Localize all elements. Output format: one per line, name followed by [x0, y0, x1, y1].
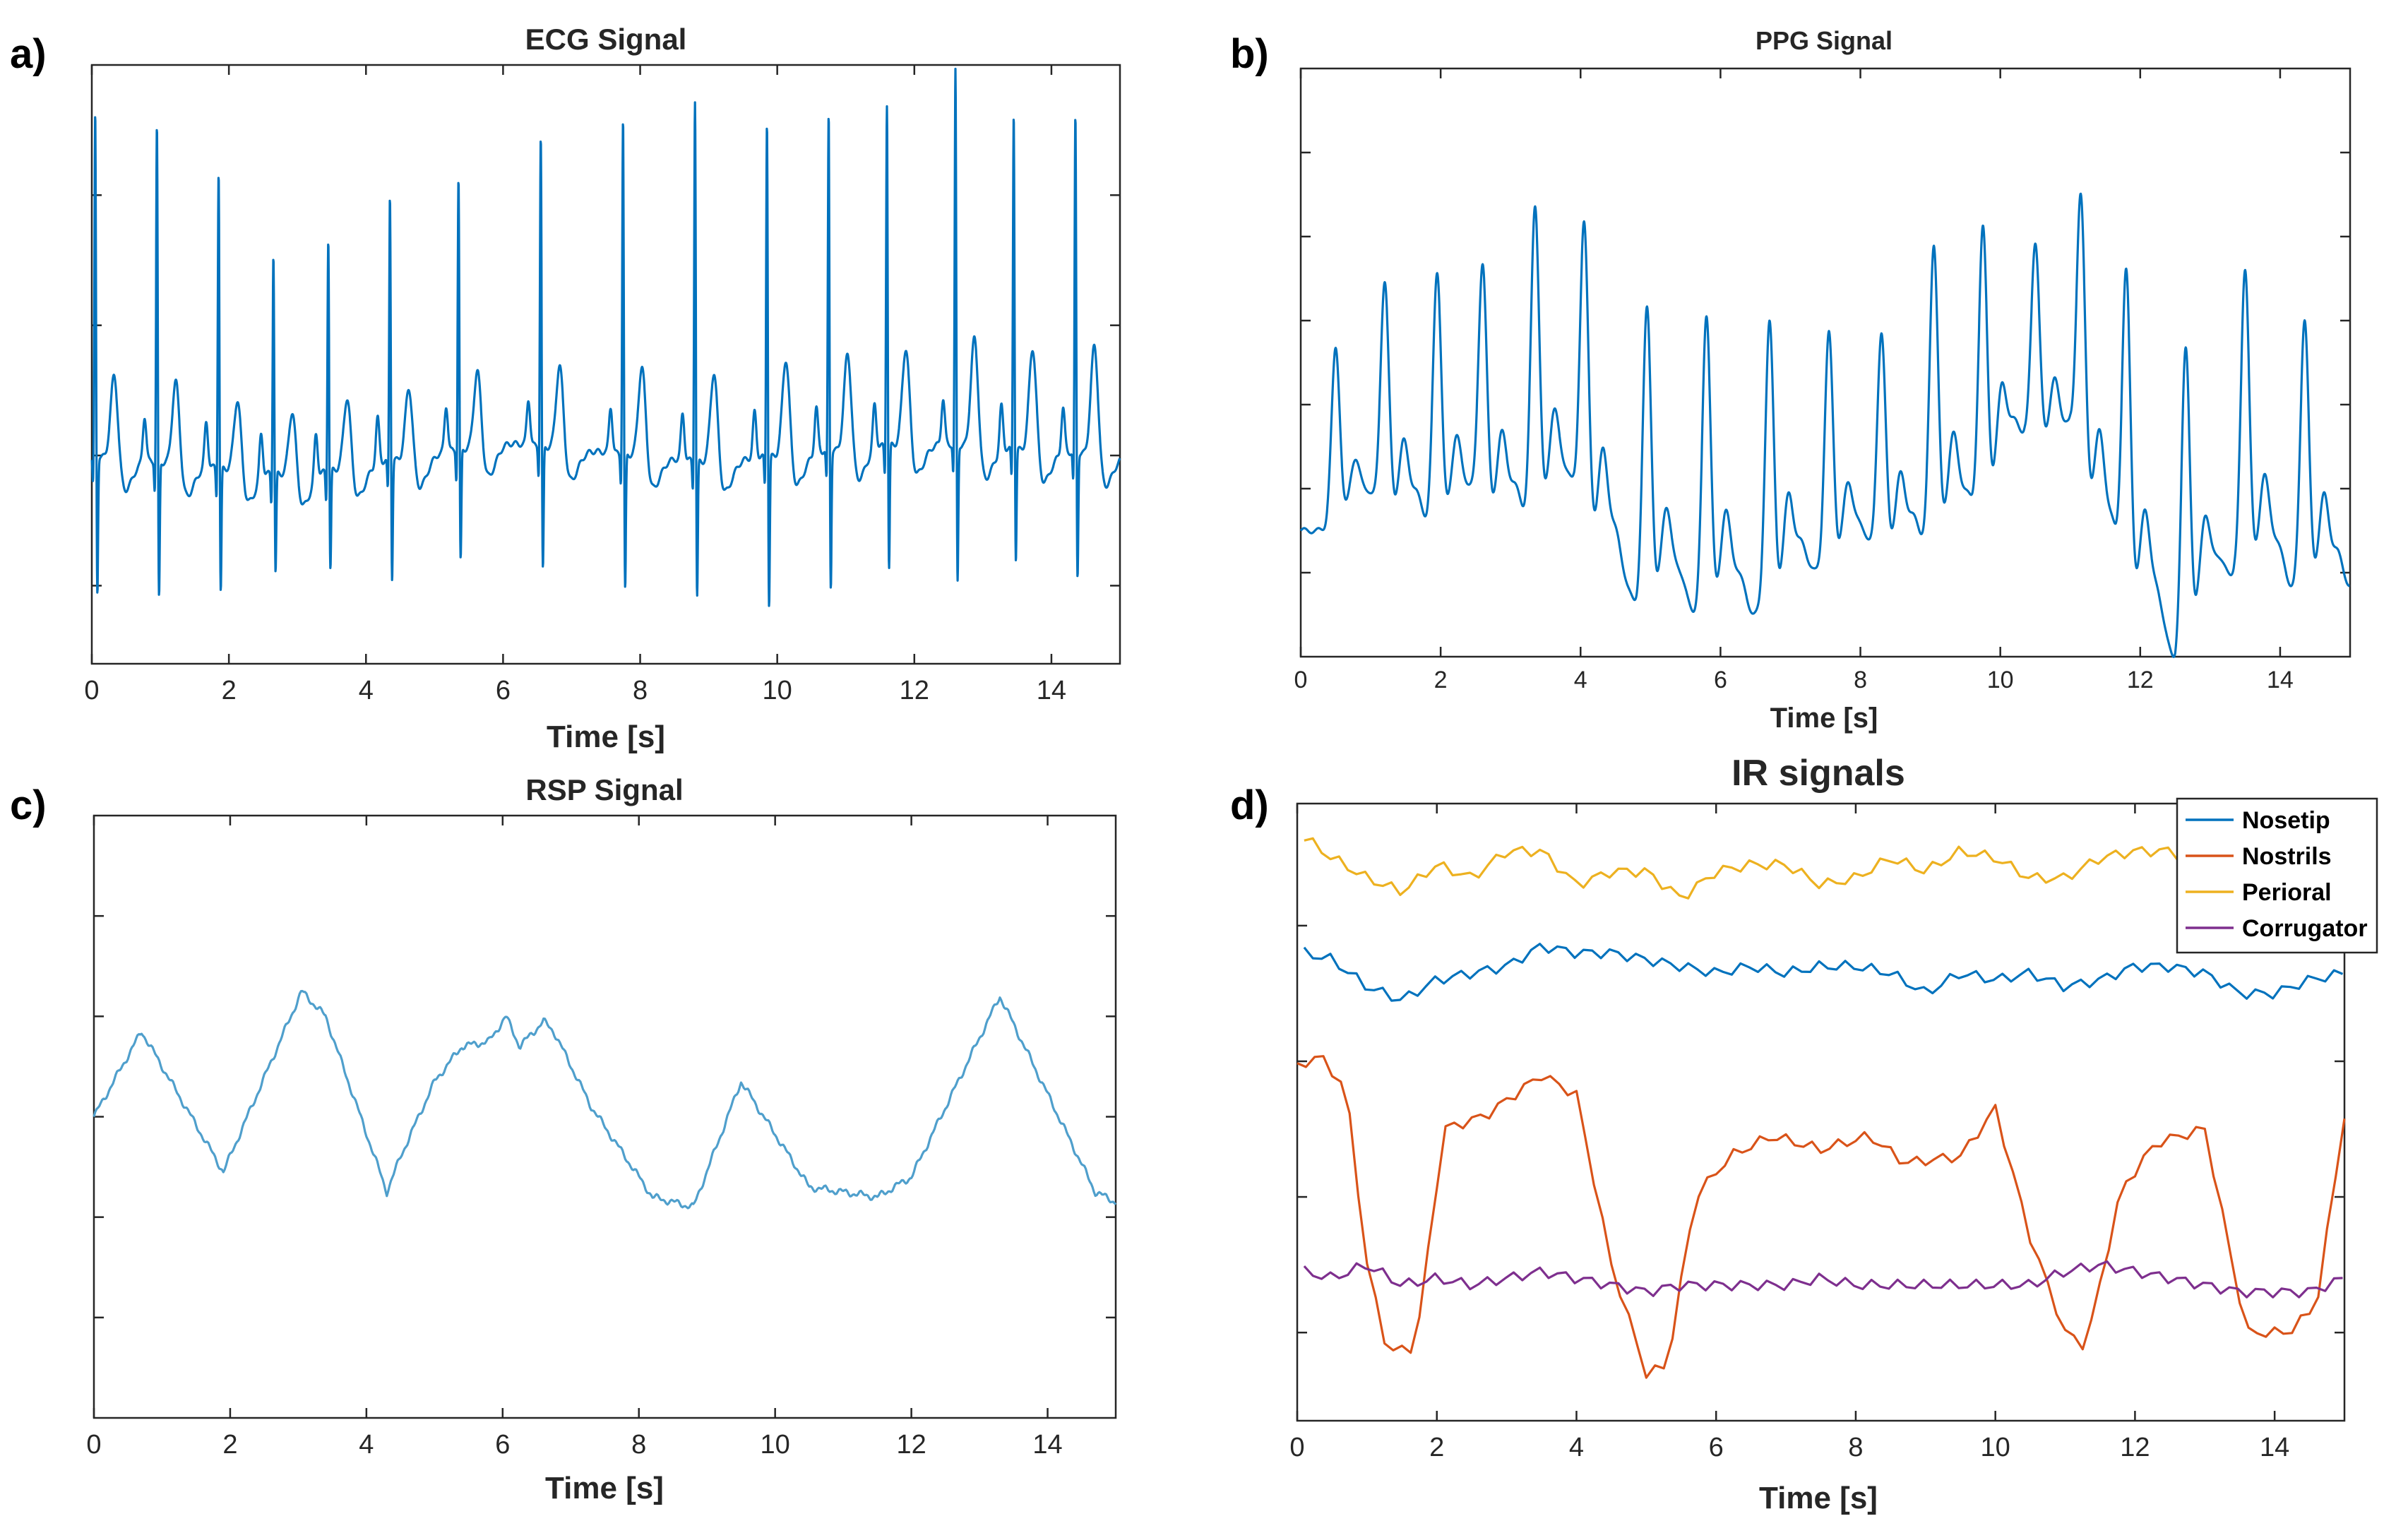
rsp-chart: c) RSP Signal Time [s] 0 2 4 6 8 10 12 14 [10, 773, 1117, 1505]
rsp-series-line [93, 989, 1117, 1210]
ecg-x-tick-label: 6 [496, 676, 511, 705]
ecg-axes-box [90, 64, 1121, 665]
ir-legend: Nosetip Nostrils Perioral Corrugator [2176, 797, 2378, 954]
ir-axes-box [1296, 802, 2346, 1422]
ir-legend-item: Nostrils [2242, 843, 2332, 870]
ppg-panel-label: b) [1230, 31, 1269, 77]
ir-chart: d) IR signals Time [s] 0 2 4 6 8 10 12 14 Noseti… [1230, 753, 2378, 1515]
ir-x-tick-label: 2 [1429, 1433, 1444, 1462]
ir-series-line-perioral [1304, 837, 2344, 900]
ir-x-tick-label: 0 [1289, 1433, 1304, 1462]
ir-x-tick-label: 14 [2260, 1433, 2289, 1462]
ecg-x-tick-label: 14 [1037, 676, 1066, 705]
ppg-x-tick-label: 4 [1574, 667, 1587, 693]
ppg-axes-box [1299, 67, 2352, 658]
ppg-x-tick-label: 12 [2127, 667, 2154, 693]
ir-panel-label: d) [1230, 782, 1269, 828]
ppg-x-tick-label: 10 [1987, 667, 2014, 693]
rsp-x-tick-label: 0 [86, 1430, 101, 1460]
ecg-x-axis-label: Time [s] [547, 720, 665, 754]
ppg-chart-title: PPG Signal [1756, 26, 1893, 55]
rsp-x-tick-label: 12 [896, 1430, 926, 1460]
rsp-x-axis-label: Time [s] [545, 1471, 664, 1505]
ppg-x-tick-label: 8 [1854, 667, 1867, 693]
rsp-x-tick-label: 14 [1032, 1430, 1062, 1460]
ppg-x-tick-label: 14 [2267, 667, 2294, 693]
ir-x-tick-label: 8 [1848, 1433, 1863, 1462]
ppg-x-axis-label: Time [s] [1770, 703, 1878, 734]
ir-x-tick-label: 6 [1709, 1433, 1724, 1462]
ecg-x-tick-label: 12 [900, 676, 929, 705]
ppg-x-tick-label: 0 [1294, 667, 1308, 693]
ir-legend-item: Perioral [2242, 879, 2332, 906]
ir-x-tick-label: 4 [1569, 1433, 1584, 1462]
rsp-x-tick-label: 10 [761, 1430, 790, 1460]
rsp-x-tick-label: 8 [631, 1430, 646, 1460]
ecg-series-line [90, 67, 1121, 607]
ecg-chart-title: ECG Signal [525, 23, 687, 56]
ir-x-axis-label: Time [s] [1759, 1481, 1878, 1515]
rsp-chart-title: RSP Signal [525, 773, 683, 806]
ir-legend-item: Corrugator [2242, 915, 2368, 942]
ppg-chart: b) PPG Signal Time [s] 0 2 4 6 8 10 12 14 [1230, 26, 2352, 734]
ir-legend-item: Nosetip [2242, 807, 2330, 834]
rsp-panel-label: c) [10, 782, 47, 828]
rsp-x-tick-label: 6 [495, 1430, 510, 1460]
ir-series-line-nostrils [1297, 1055, 2346, 1379]
ir-series-line-corrugator [1303, 1260, 2343, 1299]
ir-chart-title: IR signals [1732, 753, 1905, 794]
ecg-x-tick-label: 2 [222, 676, 237, 705]
ir-series-line-nosetip [1303, 943, 2344, 1002]
ecg-x-tick-label: 10 [763, 676, 792, 705]
ecg-x-tick-label: 4 [359, 676, 374, 705]
ir-x-tick-label: 10 [1981, 1433, 2010, 1462]
ecg-x-tick-label: 8 [633, 676, 648, 705]
ppg-series-line [1299, 192, 2351, 658]
ir-x-tick-label: 12 [2120, 1433, 2150, 1462]
ecg-x-tick-label: 0 [84, 676, 99, 705]
ppg-x-tick-label: 6 [1714, 667, 1727, 693]
rsp-x-tick-label: 2 [222, 1430, 237, 1460]
ppg-x-tick-label: 2 [1434, 667, 1448, 693]
ecg-panel-label: a) [10, 31, 47, 77]
rsp-x-tick-label: 4 [359, 1430, 374, 1460]
ecg-chart: a) ECG Signal Time [s] 0 2 4 6 8 10 12 14 [10, 23, 1121, 754]
